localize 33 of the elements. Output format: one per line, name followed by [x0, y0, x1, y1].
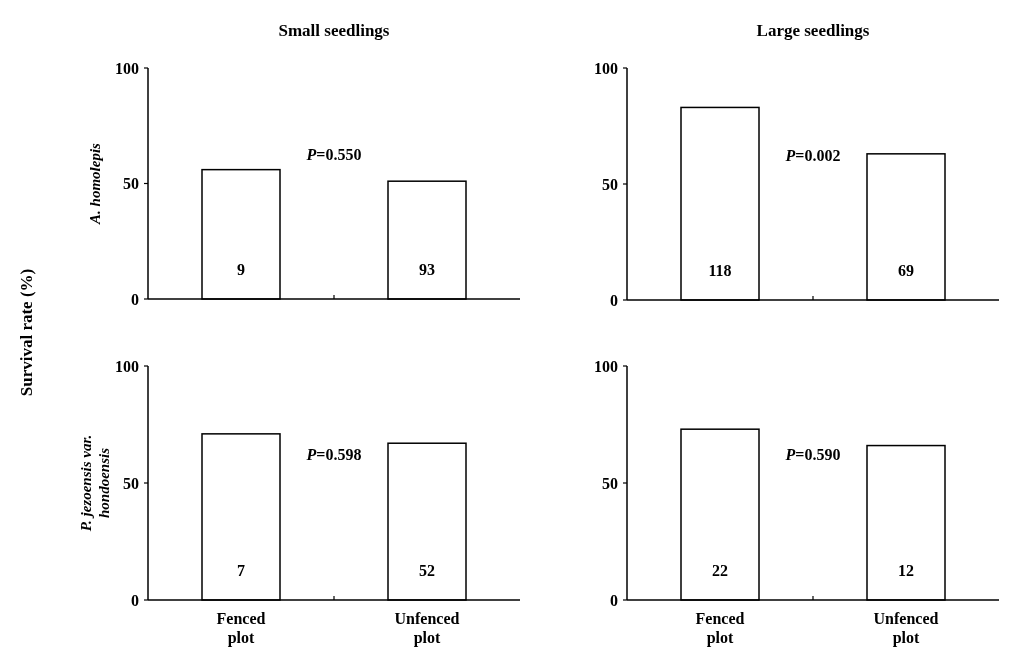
x-tick-label: Fenced plot — [216, 610, 266, 647]
y-tick-label: 100 — [594, 357, 618, 375]
y-tick-label: 50 — [602, 474, 618, 492]
chart-title: Small seedlings — [278, 21, 390, 40]
x-tick-label: Unfenced plot — [394, 610, 460, 647]
y-axis-title: P. jezoensis var. hondoensis — [78, 434, 112, 532]
y-axis-title: A. homolepis — [87, 142, 103, 225]
y-tick-label: 100 — [594, 59, 618, 77]
y-tick-label: 50 — [123, 175, 139, 193]
annotation: P=0.598 — [305, 445, 362, 463]
annotation: 22 — [712, 561, 728, 579]
y-tick-label: 0 — [131, 290, 139, 308]
annotation: P=0.550 — [305, 146, 362, 164]
y-tick-label: 50 — [123, 474, 139, 492]
y-tick-label: 0 — [131, 591, 139, 609]
x-tick-label: Unfenced plot — [873, 610, 939, 647]
y-tick-label: 0 — [610, 591, 618, 609]
chart-title: Large seedlings — [756, 21, 870, 40]
annotation: P=0.590 — [784, 445, 841, 463]
annotation: 7 — [237, 561, 245, 579]
text: Survival rate (%) — [17, 268, 36, 397]
y-tick-label: 50 — [602, 175, 618, 193]
annotation: 12 — [898, 561, 914, 579]
annotation: 9 — [237, 260, 245, 278]
annotation: 52 — [419, 561, 435, 579]
annotation: 69 — [898, 261, 914, 279]
annotation: P=0.002 — [784, 146, 841, 164]
annotation: 93 — [419, 260, 435, 278]
annotation: 118 — [708, 261, 732, 279]
y-tick-label: 0 — [610, 291, 618, 309]
x-tick-label: Fenced plot — [695, 610, 745, 647]
y-tick-label: 100 — [115, 357, 139, 375]
y-tick-label: 100 — [115, 59, 139, 77]
